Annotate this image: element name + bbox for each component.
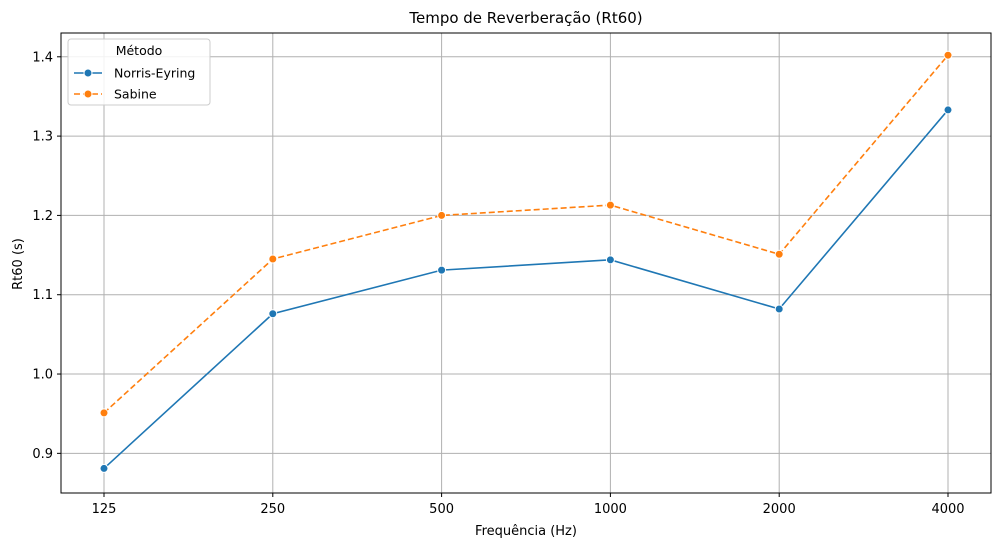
legend-label: Sabine: [114, 87, 157, 102]
y-tick-label: 0.9: [32, 447, 53, 462]
x-tick-label: 500: [429, 502, 454, 517]
series-line-sabine: [103, 54, 949, 414]
data-point: [268, 254, 278, 264]
data-point: [99, 408, 109, 418]
x-axis-label: Frequência (Hz): [475, 524, 577, 539]
y-tick-label: 1.4: [32, 50, 53, 65]
x-tick-label: 1000: [594, 502, 627, 517]
series-layer: [99, 50, 953, 473]
data-point: [605, 255, 615, 265]
data-point: [437, 210, 447, 220]
legend: Método Norris-Eyring Sabine: [67, 38, 211, 106]
data-point: [943, 50, 953, 60]
x-tick-label: 4000: [931, 502, 964, 517]
y-tick-label: 1.3: [32, 130, 53, 145]
legend-title: Método: [116, 43, 163, 58]
y-tick-label: 1.1: [32, 288, 53, 303]
y-tick-label: 1.0: [32, 368, 53, 383]
data-point: [774, 249, 784, 259]
x-tick-label: 125: [92, 502, 117, 517]
legend-label: Norris-Eyring: [114, 66, 195, 81]
data-point: [943, 105, 953, 115]
x-tick-label: 2000: [763, 502, 796, 517]
data-point: [437, 265, 447, 275]
legend-marker: [83, 89, 93, 99]
data-point: [268, 309, 278, 319]
series-line-norris-eyring: [103, 109, 949, 470]
data-point: [99, 463, 109, 473]
data-point: [774, 304, 784, 314]
y-axis-label: Rt60 (s): [11, 238, 26, 290]
chart-title: Tempo de Reverberação (Rt60): [408, 9, 642, 27]
data-point: [605, 200, 615, 210]
plot-frame: [60, 32, 992, 494]
axis-ticks: 125 250 500 1000 2000 4000 0.9 1.0 1.1 1.2 1.3 1.4: [32, 50, 964, 517]
x-tick-label: 250: [260, 502, 285, 517]
y-tick-label: 1.2: [32, 209, 53, 224]
legend-marker: [83, 68, 93, 78]
legend-box: [67, 38, 211, 106]
